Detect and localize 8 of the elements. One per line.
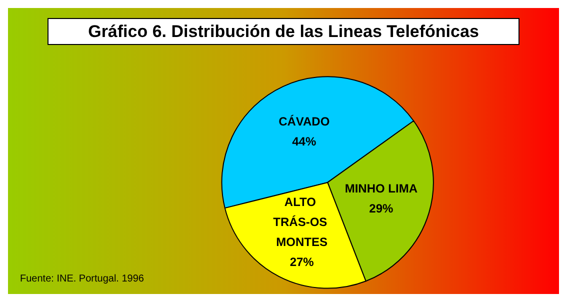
slice-label: CÁVADO [278, 114, 330, 129]
chart-title: Gráfico 6. Distribución de las Lineas Telefónicas [88, 22, 479, 41]
data-label: 29% [369, 201, 394, 216]
slice-label: MINHO LIMA [344, 181, 418, 196]
slice-label: ALTO TRÁS-OS MONTES [273, 195, 331, 250]
data-label: 27% [290, 255, 314, 270]
source-note: Fuente: INE. Portugal. 1996 [20, 274, 144, 284]
data-label: 44% [292, 134, 316, 149]
